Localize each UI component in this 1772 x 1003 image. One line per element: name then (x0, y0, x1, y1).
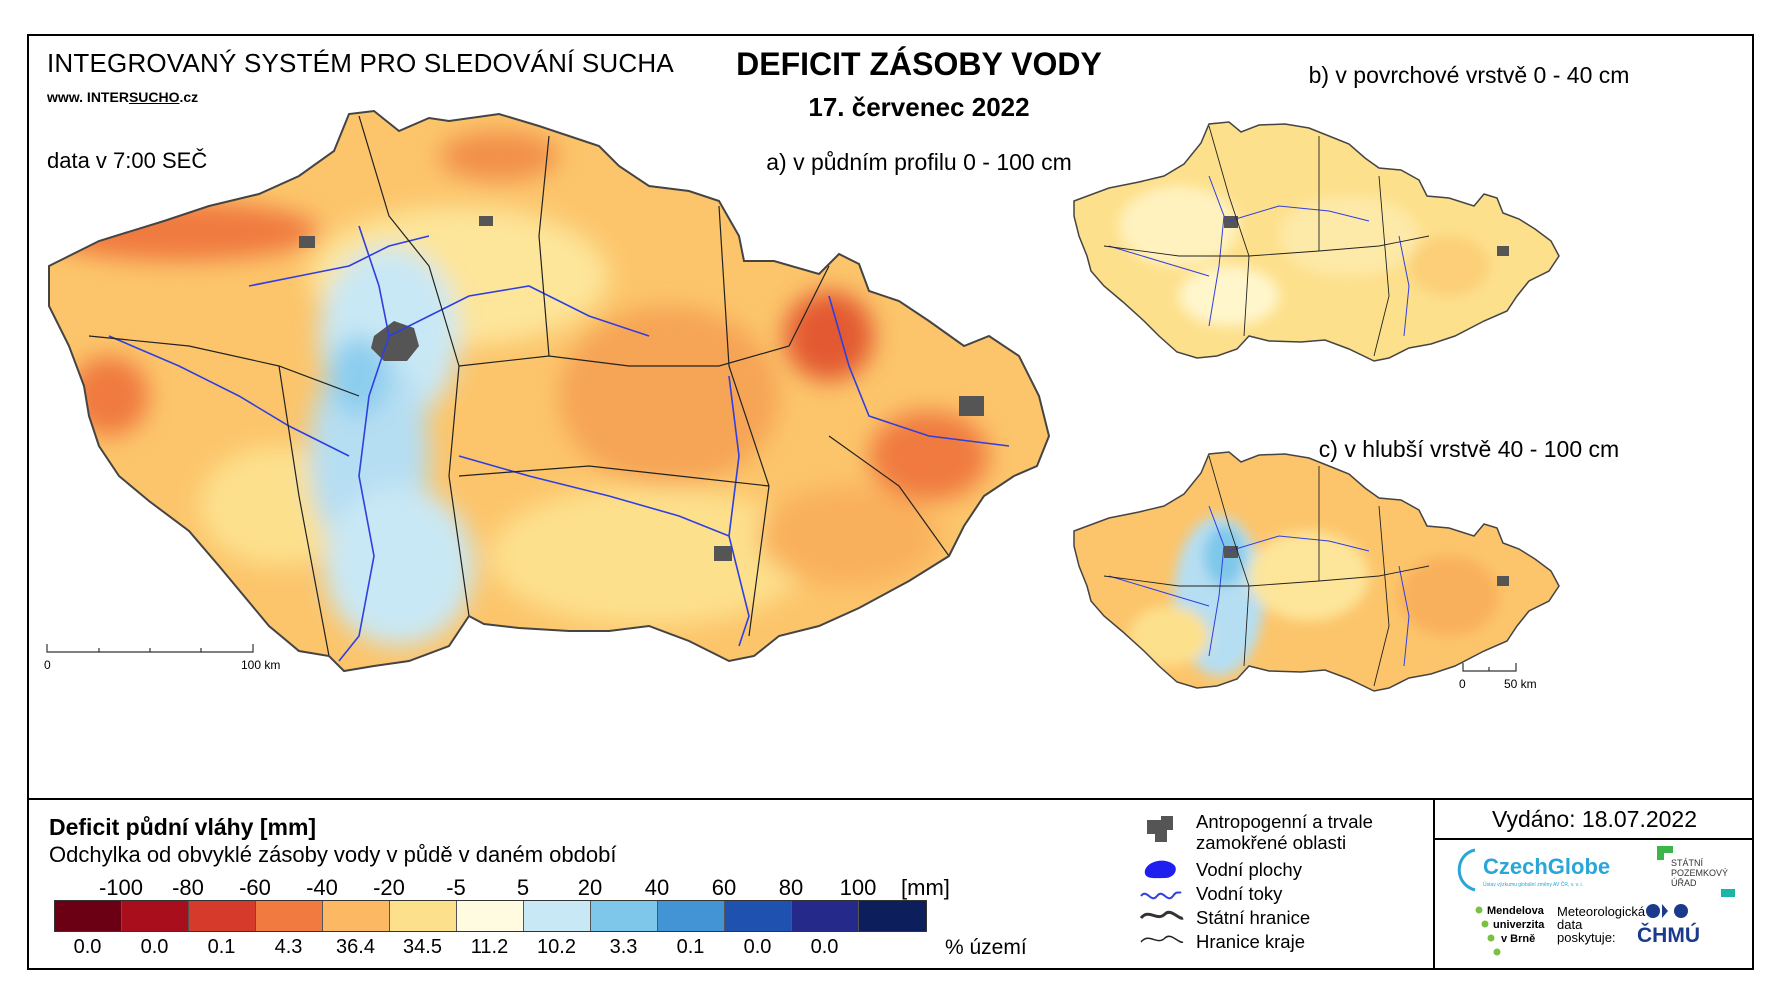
legend-percent: 0.0 (73, 936, 102, 958)
meteo-data-text: Meteorologická data poskytuje: (1557, 904, 1646, 945)
water-bodies-label: Vodní plochy (1196, 859, 1302, 880)
logos: CzechGlobe Ústav výzkumu globální změny … (1457, 846, 1735, 956)
legend-tick: 5 (516, 875, 530, 900)
svg-text:univerzita: univerzita (1493, 919, 1545, 931)
scale-small-zero: 0 (1459, 677, 1466, 691)
issuer-box: Vydáno: 18.07.2022 CzechGlobe Ústav výzk… (1433, 800, 1754, 970)
state-border-label: Státní hranice (1196, 907, 1311, 928)
legend-title: Deficit půdní vláhy [mm] (49, 814, 317, 840)
legend-color-1 (122, 901, 189, 931)
svg-text:v Brně: v Brně (1501, 933, 1535, 945)
legend-color-12 (859, 901, 926, 931)
svg-text:Meteorologická: Meteorologická (1557, 904, 1646, 919)
urban-area-icon (1147, 816, 1173, 842)
legend-percent: 3.3 (609, 936, 638, 958)
spu-logo: STÁTNÍ POZEMKOVÝ ÚŘAD (1657, 846, 1735, 897)
legend-percent: 0.1 (207, 936, 236, 958)
scale-small-end: 50 km (1504, 677, 1537, 691)
legend-tick: 20 (577, 875, 603, 900)
legend-percent: 34.5 (403, 936, 442, 958)
legend-tick: 60 (711, 875, 737, 900)
legend-colorbar (54, 900, 927, 932)
data-time: data v 7:00 SEČ (47, 148, 208, 173)
river-icon (1140, 891, 1182, 900)
map-frame: INTEGROVANÝ SYSTÉM PRO SLEDOVÁNÍ SUCHA w… (27, 34, 1754, 970)
legend-percent: 11.2 (470, 936, 509, 958)
svg-text:POZEMKOVÝ: POZEMKOVÝ (1671, 868, 1728, 878)
map-date: 17. červenec 2022 (808, 92, 1030, 122)
legend-tick: 100 (839, 875, 877, 900)
state-border-icon (1139, 910, 1184, 920)
legend-tick: -5 (446, 875, 466, 900)
legend-tick: 40 (644, 875, 670, 900)
legend-tick: -100 (98, 875, 144, 900)
legend-color-2 (189, 901, 256, 931)
legend-color-6 (457, 901, 524, 931)
map-b (1073, 121, 1560, 362)
svg-text:data: data (1557, 917, 1583, 932)
urban-area-label-2: zamokřené oblasti (1196, 832, 1347, 853)
symbol-legend-icons (1139, 816, 1184, 943)
svg-text:poskytuje:: poskytuje: (1557, 930, 1616, 945)
map-c-title: c) v hlubší vrstvě 40 - 100 cm (1318, 436, 1620, 462)
legend-percent: 4.3 (274, 936, 303, 958)
legend-color-3 (256, 901, 323, 931)
legend-subtitle: Odchylka od obvyklé zásoby vody v půdě v… (49, 842, 617, 867)
scale-bar-main (46, 644, 254, 653)
scale-bar-small (1462, 663, 1517, 672)
urban-area-label-1: Antropogenní a trvale (1196, 811, 1373, 832)
legend-color-11 (792, 901, 859, 931)
legend-unit: [mm] (901, 875, 950, 900)
website-link[interactable]: www. INTERSUCHO.cz (47, 89, 199, 105)
legend-tick: -20 (373, 875, 405, 900)
region-border-label: Hranice kraje (1196, 931, 1305, 952)
scale-main-zero: 0 (44, 658, 51, 672)
legend-percent: 0.0 (743, 936, 772, 958)
legend-color-8 (591, 901, 658, 931)
legend-color-10 (725, 901, 792, 931)
legend-color-4 (323, 901, 390, 931)
legend-percent: 0.0 (140, 936, 169, 958)
chmu-logo: ČHMÚ (1637, 904, 1700, 947)
maps-svg: 0 100 km (44, 109, 1560, 692)
legend-panel: Deficit půdní vláhy [mm] Odchylka od obv… (29, 798, 1754, 970)
legend-color-5 (390, 901, 457, 931)
legend-tick: -80 (172, 875, 204, 900)
legend-color-7 (524, 901, 591, 931)
main-title: DEFICIT ZÁSOBY VODY (736, 46, 1102, 82)
legend-tick: 80 (778, 875, 804, 900)
scale-main-end: 100 km (241, 658, 280, 672)
legend-color-0 (55, 901, 122, 931)
percent-unit: % území (945, 936, 1027, 959)
mendelu-logo: Mendelova univerzita v Brně (1475, 905, 1545, 956)
water-body-icon (1144, 860, 1176, 879)
map-a (48, 109, 1051, 673)
legend-color-9 (658, 901, 725, 931)
rivers-label: Vodní toky (1196, 883, 1283, 904)
legend-percent: 10.2 (537, 936, 576, 958)
legend-tick: -60 (239, 875, 271, 900)
czechglobe-logo: CzechGlobe Ústav výzkumu globální změny … (1457, 848, 1610, 892)
issued-date: Vydáno: 18.07.2022 (1435, 800, 1754, 840)
map-c (1073, 451, 1560, 692)
svg-text:STÁTNÍ: STÁTNÍ (1671, 858, 1704, 868)
svg-text:Mendelova: Mendelova (1487, 905, 1545, 917)
svg-text:ČHMÚ: ČHMÚ (1637, 923, 1700, 947)
legend-percent: 0.1 (676, 936, 705, 958)
svg-text:Ústav výzkumu globální změny A: Ústav výzkumu globální změny AV ČR, v. v… (1483, 881, 1583, 888)
map-b-title: b) v povrchové vrstvě 0 - 40 cm (1308, 62, 1630, 88)
system-title: INTEGROVANÝ SYSTÉM PRO SLEDOVÁNÍ SUCHA (47, 48, 674, 78)
svg-text:ÚŘAD: ÚŘAD (1671, 878, 1697, 888)
map-a-title: a) v půdním profilu 0 - 100 cm (766, 149, 1072, 175)
legend-percent: 36.4 (336, 936, 375, 958)
region-border-icon (1140, 935, 1184, 943)
legend-percent: 0.0 (810, 936, 839, 958)
map-area: INTEGROVANÝ SYSTÉM PRO SLEDOVÁNÍ SUCHA w… (29, 36, 1752, 798)
legend-tick: -40 (306, 875, 338, 900)
svg-text:CzechGlobe: CzechGlobe (1483, 854, 1610, 879)
